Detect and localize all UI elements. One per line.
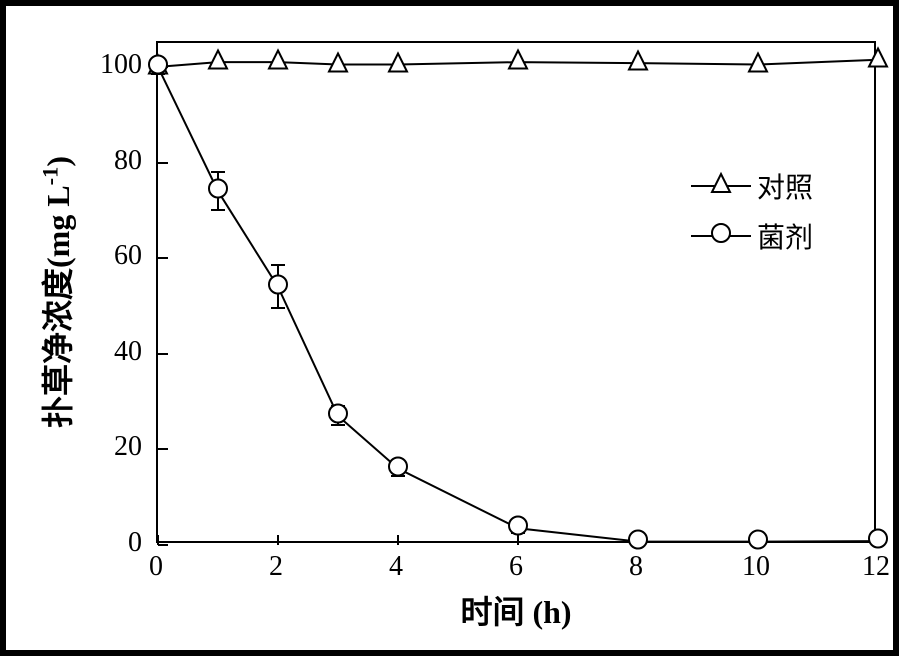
y-label-text: 扑草净浓度(mg L-1) bbox=[40, 156, 76, 428]
legend-line-icon bbox=[691, 185, 751, 187]
plot-area bbox=[158, 43, 874, 541]
data-point-marker bbox=[507, 515, 529, 542]
legend-label: 对照 bbox=[757, 166, 813, 206]
y-tick-label: 100 bbox=[92, 49, 142, 81]
data-point-marker bbox=[267, 49, 289, 76]
y-tick-label: 80 bbox=[92, 145, 142, 177]
data-point-marker bbox=[627, 50, 649, 77]
x-tick-label: 10 bbox=[742, 551, 770, 583]
plot-frame bbox=[156, 41, 876, 543]
y-tick-label: 60 bbox=[92, 240, 142, 272]
legend-label: 菌剂 bbox=[757, 216, 813, 256]
chart-container: 扑草净浓度(mg L-1) 时间 (h) 对照菌剂 0 20 40 60 80 100 0 2… bbox=[0, 0, 899, 656]
y-tick-label: 40 bbox=[92, 336, 142, 368]
error-cap bbox=[271, 264, 285, 266]
legend-marker-icon bbox=[710, 220, 732, 252]
x-tick-label: 12 bbox=[862, 551, 890, 583]
legend: 对照菌剂 bbox=[691, 166, 813, 256]
data-point-marker bbox=[387, 51, 409, 78]
data-point-marker bbox=[747, 51, 769, 78]
x-tick-label: 4 bbox=[389, 551, 403, 583]
series-line bbox=[158, 43, 878, 545]
x-tick-label: 0 bbox=[149, 551, 163, 583]
data-point-marker bbox=[327, 51, 349, 78]
data-point-marker bbox=[207, 178, 229, 205]
legend-item: 对照 bbox=[691, 166, 813, 206]
data-point-marker bbox=[207, 49, 229, 76]
y-tick-label: 20 bbox=[92, 431, 142, 463]
y-axis-label: 扑草净浓度(mg L-1) bbox=[33, 156, 79, 428]
data-point-marker bbox=[867, 46, 889, 73]
data-point-marker bbox=[507, 49, 529, 76]
error-cap bbox=[211, 209, 225, 211]
x-tick-label: 8 bbox=[629, 551, 643, 583]
data-point-marker bbox=[267, 273, 289, 300]
legend-item: 菌剂 bbox=[691, 216, 813, 256]
error-cap bbox=[211, 171, 225, 173]
data-point-marker bbox=[327, 402, 349, 429]
y-tick-label: 0 bbox=[92, 527, 142, 559]
error-cap bbox=[271, 307, 285, 309]
data-point-marker bbox=[147, 53, 169, 80]
x-tick-label: 6 bbox=[509, 551, 523, 583]
legend-line-icon bbox=[691, 235, 751, 237]
data-point-marker bbox=[387, 455, 409, 482]
legend-marker-icon bbox=[710, 170, 732, 202]
x-axis-label: 时间 (h) bbox=[460, 587, 571, 633]
x-tick-label: 2 bbox=[269, 551, 283, 583]
